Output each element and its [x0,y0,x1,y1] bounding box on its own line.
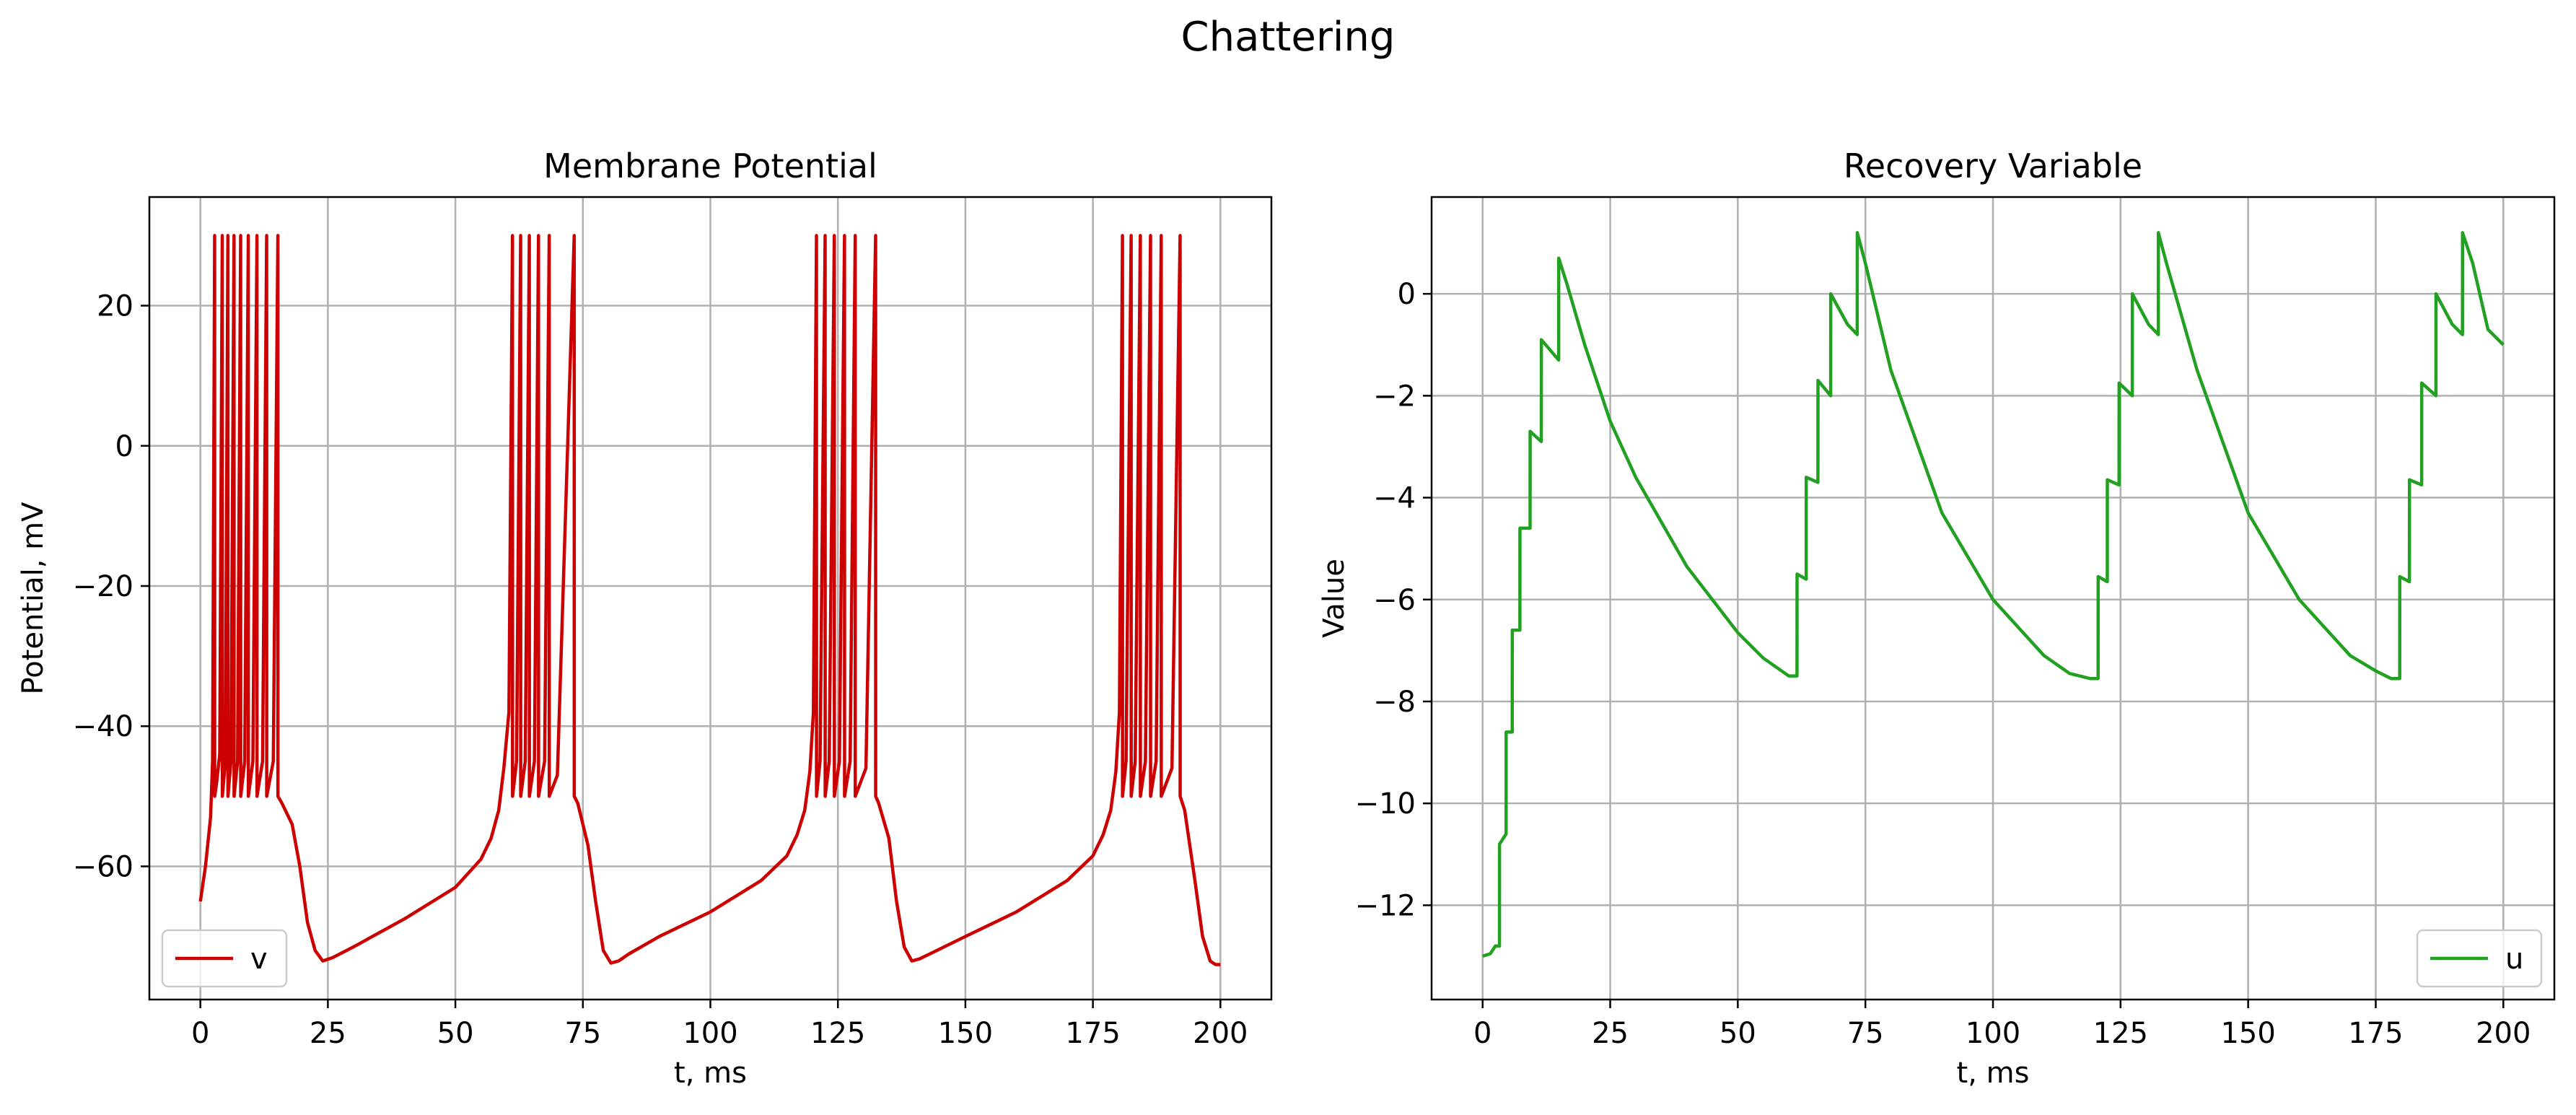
series-line-u [1482,231,2505,958]
x-tick-label: 25 [1592,1017,1629,1050]
x-tick-label: 100 [683,1017,737,1050]
x-tick-label: 25 [310,1017,346,1050]
x-tick-label: 50 [1719,1017,1756,1050]
x-tick-label: 200 [1193,1017,1248,1050]
recovery-variable-axes: 0 25 50 75 100 125 150 175 200 −12 −10 −8 −6 −4 −2 0 Rec… [1318,147,2556,1090]
y-tick-label: 20 [97,290,133,323]
x-tick-label: 125 [810,1017,865,1050]
membrane-potential-title: Membrane Potential [543,147,877,185]
y-tick-label: −10 [1355,787,1416,821]
y-tick-label: −40 [73,710,133,743]
y-tick-label: 0 [115,430,133,463]
x-tick-label: 200 [2476,1017,2531,1050]
y-tick-label: 0 [1398,278,1416,311]
x-tick-label: 150 [2220,1017,2275,1050]
y-tick-label: −2 [1373,380,1416,413]
membrane-potential-axes: 0 25 50 75 100 125 150 175 200 −60 −40 −20 0 20 Membra… [17,147,1273,1090]
y-tick-label: −8 [1373,686,1416,719]
x-tick-label: 175 [1065,1017,1120,1050]
legend-label-v: v [250,943,268,976]
membrane-potential-legend: v [161,929,288,988]
y-tick-label: −60 [73,850,133,883]
x-tick-label: 125 [2093,1017,2148,1050]
x-tick-label: 75 [1847,1017,1884,1050]
y-tick-label: −4 [1373,482,1416,515]
x-axis-label: t, ms [674,1057,747,1090]
y-tick-label: −6 [1373,584,1416,617]
legend-label-u: u [2505,943,2523,976]
x-tick-label: 0 [191,1017,209,1050]
x-tick-label: 150 [938,1017,993,1050]
x-tick-label: 0 [1473,1017,1491,1050]
x-tick-label: 175 [2348,1017,2403,1050]
y-tick-label: −20 [73,570,133,603]
recovery-variable-title: Recovery Variable [1844,147,2142,185]
x-tick-label: 75 [564,1017,601,1050]
x-tick-label: 100 [1966,1017,2020,1050]
figure-suptitle: Chattering [1181,14,1396,61]
y-axis-label: Value [1318,559,1351,638]
recovery-variable-legend: u [2416,929,2543,988]
x-tick-label: 50 [437,1017,474,1050]
series-line-v [198,234,1221,966]
x-axis-label: t, ms [1957,1057,2030,1090]
y-tick-label: −12 [1355,889,1416,922]
y-axis-label: Potential, mV [17,502,50,695]
